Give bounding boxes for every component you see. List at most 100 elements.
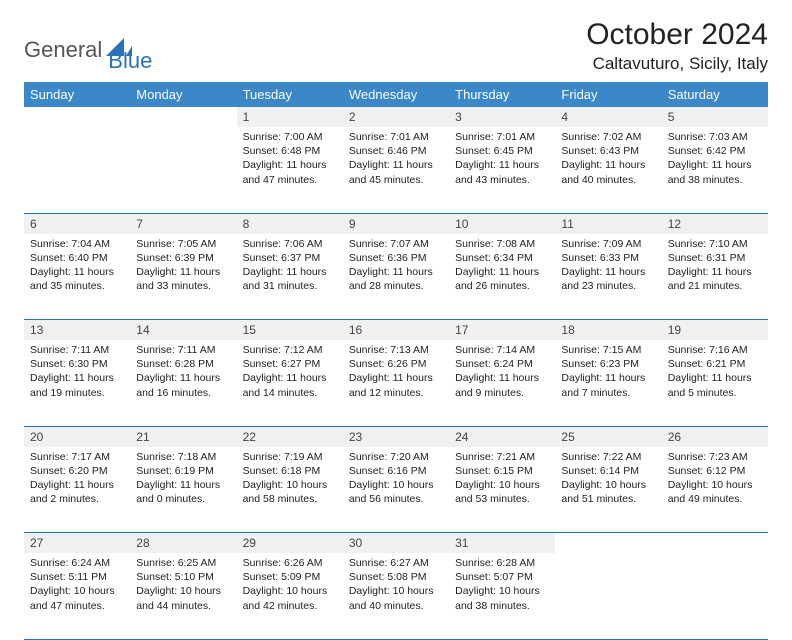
day-content-cell: Sunrise: 7:01 AMSunset: 6:45 PMDaylight:…	[449, 127, 555, 213]
sunrise-text: Sunrise: 7:16 AM	[668, 343, 762, 357]
sunset-text: Sunset: 6:37 PM	[243, 251, 337, 265]
day-content-cell	[24, 127, 130, 213]
day-number-cell: 1	[237, 107, 343, 127]
day-number-cell: 2	[343, 107, 449, 127]
daylight-text: Daylight: 11 hours and 40 minutes.	[561, 158, 655, 186]
sunset-text: Sunset: 6:24 PM	[455, 357, 549, 371]
day-content-cell: Sunrise: 7:18 AMSunset: 6:19 PMDaylight:…	[130, 447, 236, 533]
logo: General Blue	[24, 26, 152, 74]
daylight-text: Daylight: 11 hours and 12 minutes.	[349, 371, 443, 399]
day-number-cell: 6	[24, 213, 130, 234]
day-content-cell	[555, 553, 661, 639]
day-number-cell: 5	[662, 107, 768, 127]
day-content-cell: Sunrise: 7:07 AMSunset: 6:36 PMDaylight:…	[343, 234, 449, 320]
sunset-text: Sunset: 5:09 PM	[243, 570, 337, 584]
sunset-text: Sunset: 5:11 PM	[30, 570, 124, 584]
daylight-text: Daylight: 10 hours and 42 minutes.	[243, 584, 337, 612]
day-number-cell: 21	[130, 426, 236, 447]
sunrise-text: Sunrise: 7:01 AM	[455, 130, 549, 144]
sunrise-text: Sunrise: 7:23 AM	[668, 450, 762, 464]
month-title: October 2024	[586, 18, 768, 52]
sunset-text: Sunset: 6:18 PM	[243, 464, 337, 478]
sunrise-text: Sunrise: 7:04 AM	[30, 237, 124, 251]
day-content-cell: Sunrise: 6:27 AMSunset: 5:08 PMDaylight:…	[343, 553, 449, 639]
sunrise-text: Sunrise: 7:18 AM	[136, 450, 230, 464]
sunset-text: Sunset: 6:45 PM	[455, 144, 549, 158]
weekday-header-row: Sunday Monday Tuesday Wednesday Thursday…	[24, 82, 768, 107]
day-number-cell: 23	[343, 426, 449, 447]
day-number-cell: 8	[237, 213, 343, 234]
day-number-cell: 7	[130, 213, 236, 234]
daynum-row: 13141516171819	[24, 320, 768, 341]
sunset-text: Sunset: 6:40 PM	[30, 251, 124, 265]
daylight-text: Daylight: 10 hours and 51 minutes.	[561, 478, 655, 506]
daylight-text: Daylight: 11 hours and 35 minutes.	[30, 265, 124, 293]
daylight-text: Daylight: 10 hours and 40 minutes.	[349, 584, 443, 612]
day-number-cell: 9	[343, 213, 449, 234]
daylight-text: Daylight: 11 hours and 0 minutes.	[136, 478, 230, 506]
sunrise-text: Sunrise: 7:06 AM	[243, 237, 337, 251]
day-number-cell: 31	[449, 533, 555, 554]
day-number-cell: 18	[555, 320, 661, 341]
day-number-cell: 27	[24, 533, 130, 554]
sunset-text: Sunset: 6:20 PM	[30, 464, 124, 478]
location: Caltavuturo, Sicily, Italy	[586, 54, 768, 74]
day-number-cell	[662, 533, 768, 554]
sunset-text: Sunset: 5:07 PM	[455, 570, 549, 584]
content-row: Sunrise: 7:04 AMSunset: 6:40 PMDaylight:…	[24, 234, 768, 320]
day-content-cell: Sunrise: 7:02 AMSunset: 6:43 PMDaylight:…	[555, 127, 661, 213]
day-content-cell: Sunrise: 7:08 AMSunset: 6:34 PMDaylight:…	[449, 234, 555, 320]
day-number-cell: 11	[555, 213, 661, 234]
sunset-text: Sunset: 6:48 PM	[243, 144, 337, 158]
day-content-cell: Sunrise: 7:22 AMSunset: 6:14 PMDaylight:…	[555, 447, 661, 533]
calendar-table: Sunday Monday Tuesday Wednesday Thursday…	[24, 82, 768, 640]
daylight-text: Daylight: 10 hours and 38 minutes.	[455, 584, 549, 612]
sunset-text: Sunset: 6:27 PM	[243, 357, 337, 371]
daynum-row: 20212223242526	[24, 426, 768, 447]
sunrise-text: Sunrise: 7:11 AM	[136, 343, 230, 357]
day-content-cell: Sunrise: 6:28 AMSunset: 5:07 PMDaylight:…	[449, 553, 555, 639]
daynum-row: 12345	[24, 107, 768, 127]
sunset-text: Sunset: 6:16 PM	[349, 464, 443, 478]
daylight-text: Daylight: 11 hours and 16 minutes.	[136, 371, 230, 399]
daylight-text: Daylight: 10 hours and 47 minutes.	[30, 584, 124, 612]
sunrise-text: Sunrise: 7:14 AM	[455, 343, 549, 357]
sunset-text: Sunset: 6:14 PM	[561, 464, 655, 478]
sunrise-text: Sunrise: 7:19 AM	[243, 450, 337, 464]
daylight-text: Daylight: 11 hours and 33 minutes.	[136, 265, 230, 293]
sunset-text: Sunset: 6:36 PM	[349, 251, 443, 265]
content-row: Sunrise: 6:24 AMSunset: 5:11 PMDaylight:…	[24, 553, 768, 639]
day-number-cell: 17	[449, 320, 555, 341]
day-number-cell: 14	[130, 320, 236, 341]
day-content-cell: Sunrise: 7:15 AMSunset: 6:23 PMDaylight:…	[555, 340, 661, 426]
sunrise-text: Sunrise: 7:02 AM	[561, 130, 655, 144]
title-block: October 2024 Caltavuturo, Sicily, Italy	[586, 18, 768, 74]
weekday-header: Wednesday	[343, 82, 449, 107]
sunrise-text: Sunrise: 7:11 AM	[30, 343, 124, 357]
sunrise-text: Sunrise: 6:25 AM	[136, 556, 230, 570]
sunset-text: Sunset: 6:30 PM	[30, 357, 124, 371]
day-content-cell: Sunrise: 7:01 AMSunset: 6:46 PMDaylight:…	[343, 127, 449, 213]
weekday-header: Saturday	[662, 82, 768, 107]
day-content-cell: Sunrise: 7:04 AMSunset: 6:40 PMDaylight:…	[24, 234, 130, 320]
sunrise-text: Sunrise: 7:17 AM	[30, 450, 124, 464]
sunset-text: Sunset: 6:23 PM	[561, 357, 655, 371]
sunset-text: Sunset: 6:26 PM	[349, 357, 443, 371]
daylight-text: Daylight: 10 hours and 49 minutes.	[668, 478, 762, 506]
sunset-text: Sunset: 6:19 PM	[136, 464, 230, 478]
sunset-text: Sunset: 6:34 PM	[455, 251, 549, 265]
day-number-cell: 10	[449, 213, 555, 234]
daylight-text: Daylight: 11 hours and 45 minutes.	[349, 158, 443, 186]
sunset-text: Sunset: 5:10 PM	[136, 570, 230, 584]
day-content-cell: Sunrise: 7:05 AMSunset: 6:39 PMDaylight:…	[130, 234, 236, 320]
weekday-header: Thursday	[449, 82, 555, 107]
daylight-text: Daylight: 11 hours and 14 minutes.	[243, 371, 337, 399]
day-number-cell: 4	[555, 107, 661, 127]
day-content-cell: Sunrise: 7:00 AMSunset: 6:48 PMDaylight:…	[237, 127, 343, 213]
weekday-header: Monday	[130, 82, 236, 107]
weekday-header: Friday	[555, 82, 661, 107]
sunset-text: Sunset: 6:46 PM	[349, 144, 443, 158]
daylight-text: Daylight: 11 hours and 23 minutes.	[561, 265, 655, 293]
weekday-header: Tuesday	[237, 82, 343, 107]
day-content-cell: Sunrise: 7:16 AMSunset: 6:21 PMDaylight:…	[662, 340, 768, 426]
